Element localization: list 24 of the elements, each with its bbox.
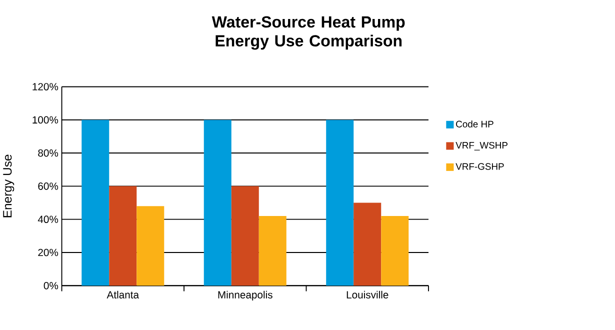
chart-title: Water-Source Heat Pump Energy Use Comparison bbox=[212, 16, 405, 50]
y-axis-title: Energy Use bbox=[3, 154, 14, 218]
x-tick-label: Minneapolis bbox=[218, 290, 272, 301]
y-tick-label: 120% bbox=[32, 83, 58, 90]
legend-label: Code HP bbox=[456, 120, 494, 128]
legend-label: VRF_WSHP bbox=[456, 142, 508, 150]
y-tick-label: 20% bbox=[38, 248, 58, 256]
y-tick-label: 100% bbox=[32, 116, 58, 124]
y-tick-label: 80% bbox=[38, 149, 58, 157]
bar bbox=[231, 186, 259, 286]
bar bbox=[326, 120, 354, 286]
bar bbox=[381, 216, 409, 286]
x-tick-label: Louisville bbox=[346, 290, 388, 298]
bar bbox=[109, 186, 137, 286]
bar bbox=[82, 120, 110, 286]
y-tick-label: 60% bbox=[38, 182, 58, 190]
bar bbox=[204, 120, 232, 286]
legend-label: VRF-GSHP bbox=[456, 163, 504, 170]
bar bbox=[136, 206, 164, 286]
x-tick-label: Atlanta bbox=[106, 290, 140, 298]
bar bbox=[258, 216, 286, 286]
y-tick-label: 0% bbox=[44, 282, 58, 290]
y-tick-label: 40% bbox=[38, 216, 58, 224]
bar bbox=[354, 202, 382, 286]
